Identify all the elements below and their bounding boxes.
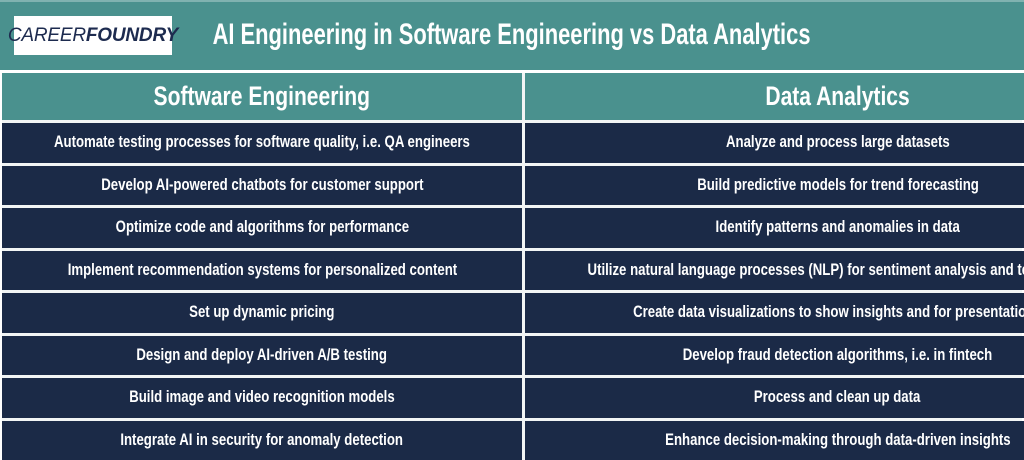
cell-text: Create data visualizations to show insig… — [633, 303, 1024, 322]
table-cell-da-row3: Identify patterns and anomalies in data — [524, 208, 1024, 248]
table-cell-se-row2: Develop AI-powered chatbots for customer… — [2, 165, 522, 205]
cell-text: Develop AI-powered chatbots for customer… — [100, 175, 424, 194]
cell-text: Build predictive models for trend foreca… — [696, 175, 979, 194]
cell-text: Set up dynamic pricing — [189, 303, 335, 322]
cell-text: Automate testing processes for software … — [53, 133, 470, 152]
column-header-data-analytics: Data Analytics — [524, 73, 1024, 120]
table-cell-se-row6: Design and deploy AI-driven A/B testing — [2, 335, 522, 375]
column-header-label: Software Engineering — [153, 81, 371, 111]
cell-text: Analyze and process large datasets — [725, 133, 950, 152]
table-cell-da-row4: Utilize natural language processes (NLP)… — [524, 250, 1024, 290]
logo-text-career: CAREER — [7, 24, 86, 46]
column-header-label: Data Analytics — [765, 81, 910, 111]
table-cell-se-row4: Implement recommendation systems for per… — [2, 250, 522, 290]
comparison-table: Software Engineering Data Analytics Auto… — [0, 70, 1024, 460]
cell-text: Implement recommendation systems for per… — [67, 260, 457, 279]
table-cell-se-row7: Build image and video recognition models — [2, 378, 522, 418]
column-header-software-engineering: Software Engineering — [2, 73, 522, 120]
cell-text: Design and deploy AI-driven A/B testing — [136, 345, 388, 364]
table-cell-da-row5: Create data visualizations to show insig… — [524, 293, 1024, 333]
table-cell-da-row6: Develop fraud detection algorithms, i.e.… — [524, 335, 1024, 375]
cell-text: Develop fraud detection algorithms, i.e.… — [682, 345, 993, 364]
table-cell-se-row5: Set up dynamic pricing — [2, 293, 522, 333]
header-bar: CAREER FOUNDRY AI Engineering in Software… — [0, 0, 1024, 70]
cell-text: Enhance decision-making through data-dri… — [664, 430, 1011, 449]
cell-text: Process and clean up data — [754, 388, 921, 407]
careerfoundry-logo: CAREER FOUNDRY — [8, 16, 178, 55]
table-cell-se-row8: Integrate AI in security for anomaly det… — [2, 420, 522, 460]
page-title: AI Engineering in Software Engineering v… — [213, 18, 811, 51]
table-cell-da-row2: Build predictive models for trend foreca… — [524, 165, 1024, 205]
table-cell-da-row8: Enhance decision-making through data-dri… — [524, 420, 1024, 460]
cell-text: Integrate AI in security for anomaly det… — [120, 430, 404, 449]
cell-text: Identify patterns and anomalies in data — [715, 218, 960, 237]
table-cell-se-row1: Automate testing processes for software … — [2, 123, 522, 163]
cell-text: Optimize code and algorithms for perform… — [115, 218, 409, 237]
table-cell-se-row3: Optimize code and algorithms for perform… — [2, 208, 522, 248]
table-cell-da-row1: Analyze and process large datasets — [524, 123, 1024, 163]
logo-text-foundry: FOUNDRY — [85, 24, 179, 46]
cell-text: Utilize natural language processes (NLP)… — [587, 260, 1024, 279]
table-cell-da-row7: Process and clean up data — [524, 378, 1024, 418]
cell-text: Build image and video recognition models — [129, 388, 395, 407]
